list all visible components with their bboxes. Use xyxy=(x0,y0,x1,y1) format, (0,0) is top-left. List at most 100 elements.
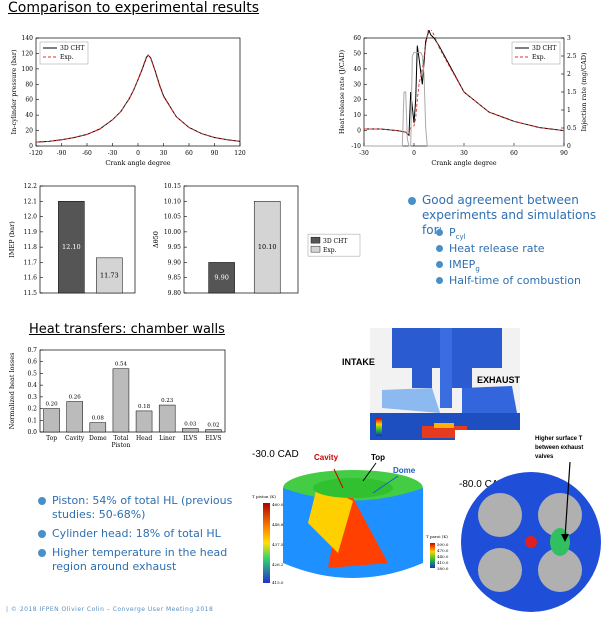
y-right-tick-label: 0 xyxy=(567,143,571,150)
legend-box xyxy=(307,233,361,257)
y-right-tick-label: 2.5 xyxy=(567,53,577,60)
legend-entry: Exp. xyxy=(532,54,546,61)
exhaust-label: EXHAUST xyxy=(477,375,520,385)
y-axis-label: Δθ50 xyxy=(152,231,160,248)
x-tick-label: -30 xyxy=(108,150,118,157)
x-tick-label: ILVS xyxy=(183,435,197,442)
svg-text:410.0: 410.0 xyxy=(437,560,449,565)
x-tick-label: Head xyxy=(136,435,152,442)
heat-losses-bar-chart: 0.0 0.1 0.2 0.3 0.4 0.5 0.6 0.7 Normalized heat … xyxy=(8,347,226,449)
piston-temperature-image: -30.0 CAD Cavity Top Dome T piston (K) 4… xyxy=(248,443,454,603)
x-tick-label: 0 xyxy=(412,150,416,157)
y-tick-label: 40 xyxy=(25,112,33,119)
svg-text:470.0: 470.0 xyxy=(437,548,449,553)
bar-ilvs xyxy=(182,428,199,433)
legend-entry: 3D CHT xyxy=(532,45,556,52)
tpiston-label: T piston (K) xyxy=(252,494,276,499)
svg-text:between exhaust: between exhaust xyxy=(535,445,583,451)
y-tick-label: 10.05 xyxy=(164,214,181,221)
imep-bar-chart: 11.5 11.6 11.7 11.8 11.9 12.0 12.1 12.2 IMEP (ba… xyxy=(8,183,136,297)
x-tick-label: -60 xyxy=(82,150,92,157)
bar-3d-cht xyxy=(58,201,85,294)
y-tick-label: 9.90 xyxy=(168,259,182,266)
bullet-dot-icon xyxy=(38,530,46,538)
svg-text:valves: valves xyxy=(535,454,554,460)
bar-3d-cht xyxy=(208,262,235,294)
y-tick-label: -10 xyxy=(351,143,361,150)
y-tick-label: 0.4 xyxy=(27,382,37,389)
plot-frame xyxy=(183,185,299,294)
cad-label-1: -30.0 CAD xyxy=(252,449,299,460)
page-title: Comparison to experimental results xyxy=(8,0,260,16)
cavity-label: Cavity xyxy=(314,453,339,462)
section-title-heat-transfers: Heat transfers: chamber walls xyxy=(29,322,225,337)
y-tick-label: 11.6 xyxy=(24,275,38,282)
x-tick-label: Liner xyxy=(159,435,175,442)
top-label: Top xyxy=(371,453,385,462)
svg-text:T paroi (K): T paroi (K) xyxy=(426,534,448,539)
bullet-head-temp: Higher temperature in the head region aro… xyxy=(38,546,227,574)
y-right-tick-label: 2 xyxy=(567,71,571,78)
y-tick-label: 11.5 xyxy=(24,290,38,297)
bullet-sub-halftime: Half-time of combustion xyxy=(436,274,581,287)
x-tick-label: -30 xyxy=(359,150,369,157)
x-tick-label: -90 xyxy=(57,150,67,157)
plot-frame xyxy=(39,349,226,433)
legend-swatch xyxy=(310,236,321,244)
x-axis-label: Crank angle degree xyxy=(431,159,496,167)
svg-text:415.0: 415.0 xyxy=(272,580,284,585)
series-line-injection xyxy=(364,51,564,147)
y-tick-label: 0.2 xyxy=(27,406,37,413)
x-tick-label: Total xyxy=(113,435,128,442)
bar-liner xyxy=(158,404,176,433)
bar-value-label: 9.90 xyxy=(214,274,228,282)
bar-top xyxy=(43,408,60,433)
y-tick-label: 120 xyxy=(22,50,34,57)
y-tick-label: 100 xyxy=(22,66,34,73)
y-tick-label: 9.85 xyxy=(168,275,182,282)
x-tick-label: 0 xyxy=(136,150,140,157)
x-axis-label: Crank angle degree xyxy=(105,159,170,167)
svg-text:437.5: 437.5 xyxy=(272,542,284,547)
bullet-piston: Piston: 54% of total HL (previous studies… xyxy=(38,494,232,522)
engine-cross-section-image: INTAKE EXHAUST xyxy=(322,328,520,440)
y-tick-label: 30 xyxy=(353,81,361,88)
y-tick-label: 10 xyxy=(353,112,361,119)
bar-value-label: 0.23 xyxy=(161,398,174,404)
x-tick-label: ELVS xyxy=(205,435,221,442)
x-tick-label: 120 xyxy=(234,150,246,157)
y-tick-label: 60 xyxy=(25,97,33,104)
bar-elvs xyxy=(205,429,222,433)
pressure-chart: -120 -90 -60 -30 0 30 60 90 120 0 20 40 60 80 100 120 14… xyxy=(10,35,246,167)
head-temperature-image: -80.0 CAD Higher surface T between exhau… xyxy=(455,430,608,620)
y-axis-label: IMEP (bar) xyxy=(8,221,16,258)
x-tick-label: 90 xyxy=(211,150,219,157)
y-right-axis-label: Injection rate (mg/CAD) xyxy=(580,52,588,132)
y-tick-label: 12.2 xyxy=(24,183,38,190)
svg-text:448.8: 448.8 xyxy=(272,522,284,527)
series-line-exp- xyxy=(364,30,565,135)
bar-value-label: 0.20 xyxy=(45,402,58,408)
bar-value-label: 0.26 xyxy=(69,395,82,401)
legend-entry: 3D CHT xyxy=(323,238,347,245)
svg-text:Higher surface T: Higher surface T xyxy=(535,436,583,442)
delta-theta-bar-chart: 9.80 9.85 9.90 9.95 10.00 10.05 10.10 10.15 Δθ50… xyxy=(152,183,361,297)
bar-value-label: 10.10 xyxy=(258,243,277,251)
svg-text:500.0: 500.0 xyxy=(437,542,449,547)
bar-head xyxy=(135,410,153,433)
y-tick-label: 0.0 xyxy=(27,429,37,436)
y-tick-label: 40 xyxy=(353,66,361,73)
bullet-dot-icon xyxy=(436,261,443,268)
bullet-dot-icon xyxy=(436,245,443,252)
y-tick-label: 20 xyxy=(353,97,361,104)
y-axis-label: Heat release rate (J/CAD) xyxy=(338,49,346,134)
y-tick-label: 50 xyxy=(353,50,361,57)
y-tick-label: 10.00 xyxy=(164,229,181,236)
svg-text:380.0: 380.0 xyxy=(437,566,449,571)
y-tick-label: 0.7 xyxy=(27,347,37,354)
y-right-tick-label: 1 xyxy=(567,107,571,114)
legend-entry: Exp. xyxy=(60,54,74,61)
series-line-exp- xyxy=(35,54,241,143)
intake-label: INTAKE xyxy=(342,357,375,367)
y-tick-label: 12.0 xyxy=(24,214,38,221)
